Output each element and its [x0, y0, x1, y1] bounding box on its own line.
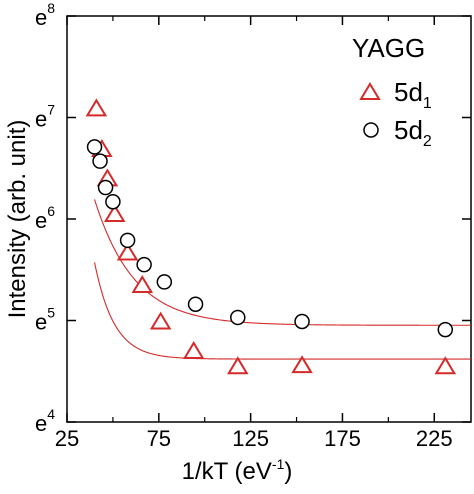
- y-tick-label: e4: [35, 406, 55, 436]
- data-point-5d1: [149, 311, 172, 330]
- y-tick-exponent: 8: [47, 0, 55, 16]
- y-tick-base: e: [35, 5, 47, 30]
- data-point-5d2: [230, 309, 246, 326]
- data-point-5d1: [434, 356, 457, 375]
- legend-marker-5d1: [359, 82, 381, 100]
- y-axis-title: Intensity (arb. unit): [4, 120, 31, 319]
- x-tick-label: 125: [232, 426, 269, 451]
- data-point-5d1: [85, 98, 108, 117]
- y-tick-exponent: 4: [47, 406, 55, 422]
- legend-label-5d1-sub: 1: [423, 95, 432, 112]
- y-tick-base: e: [35, 310, 47, 335]
- data-point-5d2: [105, 193, 121, 210]
- data-point-5d1: [291, 355, 313, 374]
- fit-curve-5d1: [94, 262, 471, 360]
- legend-label-5d1: 5d1: [394, 77, 432, 112]
- legend: YAGG 5d1 5d2: [352, 33, 432, 150]
- data-point-5d2: [92, 153, 108, 169]
- data-point-5d1: [131, 275, 154, 293]
- data-point-5d2: [86, 139, 103, 155]
- y-tick-label: e7: [35, 102, 55, 132]
- x-axis-title: 1/kT (eV-1): [182, 456, 293, 485]
- data-point-5d2: [294, 313, 310, 330]
- data-point-5d2: [437, 321, 454, 338]
- x-tick-label: 75: [147, 426, 171, 451]
- data-point-5d2: [187, 296, 204, 313]
- fit-curve-5d2: [94, 199, 471, 326]
- data-point-5d1: [103, 203, 126, 222]
- y-tick-base: e: [35, 208, 47, 233]
- y-tick-base: e: [35, 107, 47, 132]
- x-axis-title-close: ): [284, 458, 292, 485]
- y-tick-label: e5: [35, 305, 55, 335]
- x-axis-title-sup: -1: [272, 456, 285, 472]
- x-axis-title-main: 1/kT (eV: [182, 458, 272, 485]
- x-tick-label: 225: [416, 426, 453, 451]
- data-point-5d1: [116, 242, 139, 261]
- data-markers: [85, 98, 457, 375]
- data-point-5d1: [182, 341, 205, 359]
- data-point-5d2: [156, 274, 173, 290]
- data-point-5d2: [97, 179, 114, 196]
- y-tick-label: e6: [35, 203, 55, 233]
- axis-ticks: [66, 15, 471, 423]
- legend-label-5d2-base: 5d: [394, 115, 423, 145]
- legend-label-5d1-base: 5d: [394, 77, 423, 107]
- legend-title: YAGG: [352, 33, 425, 63]
- data-point-5d2: [136, 256, 152, 273]
- y-tick-exponent: 7: [47, 102, 55, 118]
- y-tick-exponent: 6: [47, 203, 55, 219]
- y-tick-base: e: [35, 411, 47, 436]
- x-tick-label: 25: [55, 426, 79, 451]
- legend-marker-5d2: [363, 122, 379, 138]
- legend-label-5d2: 5d2: [394, 115, 432, 150]
- data-point-5d2: [119, 232, 136, 249]
- y-tick-exponent: 5: [47, 305, 55, 321]
- legend-label-5d2-sub: 2: [423, 133, 432, 150]
- data-point-5d1: [227, 356, 249, 375]
- fit-curves: [94, 199, 471, 360]
- x-tick-label: 175: [324, 426, 361, 451]
- y-tick-label: e8: [35, 0, 55, 30]
